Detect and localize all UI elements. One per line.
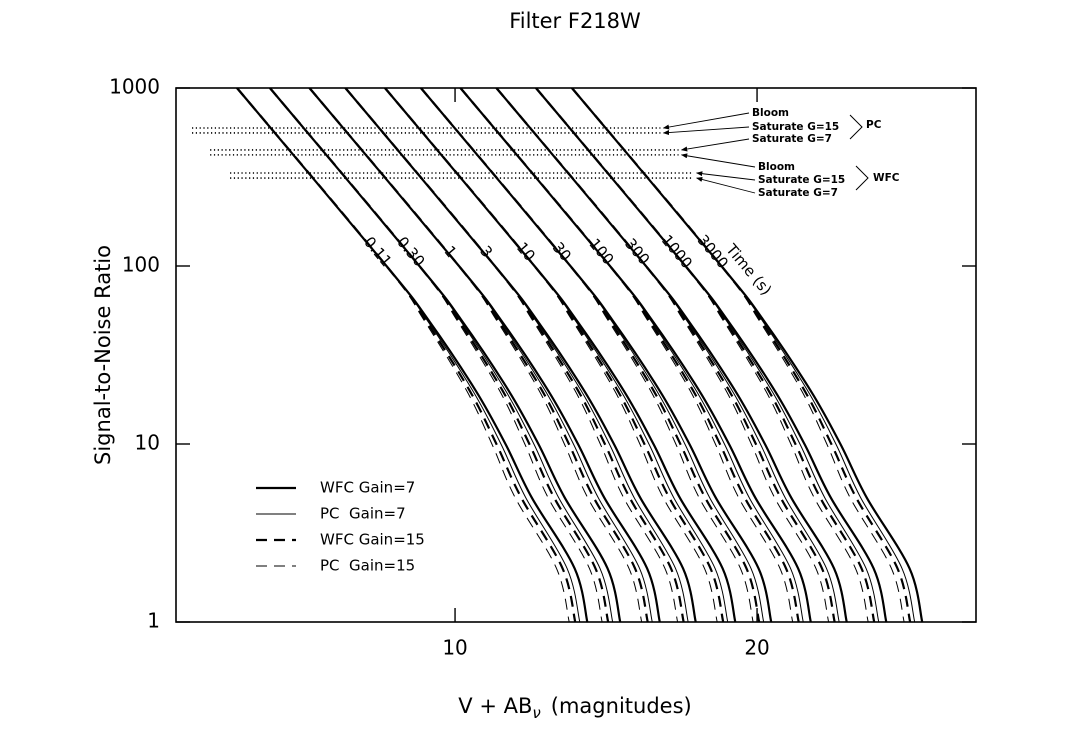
x-tick-label: 20	[744, 636, 769, 660]
snr-curve	[384, 88, 718, 622]
snr-curve	[460, 88, 794, 622]
wfc-brace	[855, 165, 869, 191]
x-axis-label: V + ABν (magnitudes)	[458, 694, 691, 722]
x-axis-label-sub: ν	[532, 704, 540, 722]
y-tick-label: 1	[147, 609, 160, 633]
snr-curve	[571, 88, 916, 622]
snr-curve	[344, 88, 685, 622]
snr-curve	[460, 88, 804, 622]
limit-label: Bloom	[752, 107, 789, 119]
y-tick-label: 10	[135, 431, 160, 455]
y-tick-label: 100	[122, 253, 160, 277]
snr-curve	[571, 88, 905, 622]
snr-curve	[495, 88, 836, 622]
limit-arrow	[662, 112, 750, 130]
snr-curve	[535, 88, 880, 622]
limit-label: Saturate G=15	[758, 174, 845, 186]
snr-curve	[459, 88, 800, 622]
snr-curve	[309, 88, 643, 622]
snr-curve	[420, 88, 761, 622]
limit-group-label: WFC	[873, 172, 900, 184]
limit-label: Saturate G=7	[752, 133, 832, 145]
snr-curve	[345, 88, 689, 622]
legend-label: PC Gain=15	[320, 557, 415, 575]
snr-curve	[269, 88, 610, 622]
snr-curve	[420, 88, 765, 622]
snr-curve	[496, 88, 830, 622]
snr-curve	[496, 88, 840, 622]
snr-curve	[571, 88, 912, 622]
snr-curve	[535, 88, 876, 622]
snr-curve	[345, 88, 679, 622]
limit-arrow	[662, 126, 750, 136]
pc-brace	[849, 114, 863, 140]
limit-arrow	[680, 153, 756, 168]
plot-area	[192, 88, 924, 622]
snr-curve	[269, 88, 614, 622]
x-axis-label-rest: (magnitudes)	[551, 694, 692, 718]
legend-label: WFC Gain=15	[320, 531, 425, 549]
chart-title: Filter F218W	[509, 9, 641, 33]
snr-curve	[535, 88, 869, 622]
limit-group-label: PC	[866, 119, 882, 131]
snr-curve	[420, 88, 754, 622]
y-axis-label: Signal-to-Noise Ratio	[91, 245, 115, 465]
snr-curve	[309, 88, 653, 622]
y-tick-label: 1000	[109, 75, 160, 99]
limit-arrow	[696, 177, 756, 194]
legend-label: WFC Gain=7	[320, 479, 415, 497]
x-tick-label: 10	[442, 636, 467, 660]
snr-curve	[236, 88, 570, 622]
snr-curve	[269, 88, 603, 622]
snr-curve	[236, 88, 577, 622]
limit-arrow	[680, 138, 750, 152]
limit-label: Saturate G=7	[758, 187, 838, 199]
x-axis-label-main: V + AB	[458, 694, 532, 718]
limit-label: Saturate G=15	[752, 121, 839, 133]
snr-curve	[236, 88, 581, 622]
snr-curve	[384, 88, 725, 622]
limit-arrow	[696, 171, 756, 181]
legend-label: PC Gain=7	[320, 505, 406, 523]
snr-curve	[308, 88, 649, 622]
snr-curve	[384, 88, 729, 622]
limit-label: Bloom	[758, 161, 795, 173]
plot-frame	[175, 87, 977, 623]
